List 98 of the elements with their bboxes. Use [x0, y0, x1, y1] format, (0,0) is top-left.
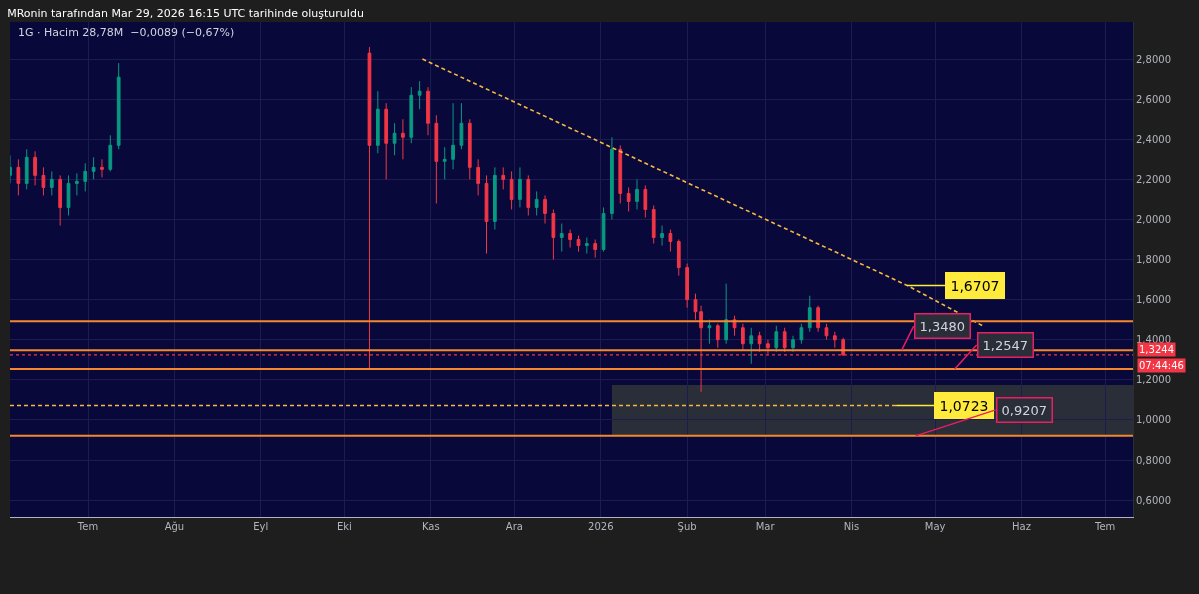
- y-tick-label: 1,0000: [1136, 414, 1171, 426]
- y-tick-label: 2,0000: [1136, 213, 1171, 225]
- x-tick-label: Tem: [76, 521, 99, 532]
- candlestick: [534, 190, 539, 216]
- candlestick: [715, 323, 720, 349]
- candlestick: [807, 295, 812, 333]
- x-tick-label: Haz: [1012, 521, 1031, 532]
- candlestick: [668, 229, 673, 253]
- candlestick: [451, 102, 455, 170]
- candlestick: [676, 239, 681, 277]
- candlestick: [635, 178, 639, 210]
- candlestick: [91, 156, 96, 180]
- candlestick: [493, 166, 497, 230]
- candlestick: [518, 166, 522, 208]
- x-tick-label: Eyl: [253, 521, 269, 532]
- y-tick-label: 1,6000: [1136, 294, 1171, 306]
- candlestick: [707, 319, 712, 345]
- candlestick: [832, 331, 837, 349]
- x-tick-label: 2026: [588, 521, 614, 532]
- candlestick: [559, 222, 564, 253]
- candlestick: [791, 335, 795, 353]
- candlestick: [24, 148, 29, 190]
- candlestick: [601, 206, 606, 253]
- x-tick-label: Ağu: [164, 521, 185, 532]
- candlestick: [392, 122, 397, 156]
- candlestick: [799, 323, 804, 345]
- ref-line-label: 1,3244: [1139, 344, 1174, 355]
- x-tick-label: Mar: [755, 521, 776, 532]
- candlestick: [724, 283, 729, 345]
- candlestick: [643, 184, 648, 218]
- candlestick: [41, 166, 46, 196]
- candlestick: [618, 144, 623, 204]
- candlestick: [610, 136, 614, 220]
- candlestick: [551, 208, 556, 261]
- x-tick-label: Şub: [677, 521, 697, 532]
- candlestick: [100, 158, 104, 178]
- x-tick-label: Eki: [336, 521, 352, 532]
- candlestick: [375, 90, 380, 154]
- candlestick: [757, 331, 762, 353]
- candlestick: [384, 102, 389, 180]
- annotation: 1,2547: [982, 337, 1028, 353]
- candlestick: [824, 323, 829, 341]
- candlestick: [116, 62, 121, 150]
- candlestick: [660, 224, 664, 247]
- y-tick-label: 1,8000: [1136, 254, 1171, 266]
- y-tick-label: 0,6000: [1136, 494, 1171, 506]
- candlestick: [459, 102, 464, 150]
- candlestick: [685, 263, 690, 309]
- candlestick: [75, 172, 79, 196]
- candlestick: [476, 158, 481, 196]
- y-tick-label: 2,6000: [1136, 93, 1171, 105]
- y-tick-label: 0,8000: [1136, 454, 1171, 466]
- annotation: 1,6707: [950, 277, 1000, 294]
- x-tick-label: May: [924, 521, 946, 532]
- candlestick: [749, 327, 754, 365]
- y-tick-label: 1,2000: [1136, 374, 1171, 386]
- candlestick: [467, 118, 472, 180]
- x-tick-label: Ara: [505, 521, 523, 532]
- candlestick: [741, 323, 745, 351]
- candlestick: [426, 86, 430, 136]
- candlestick: [434, 114, 439, 204]
- y-tick-label: 2,2000: [1136, 173, 1171, 185]
- candlestick: [526, 174, 531, 216]
- candlestick: [409, 86, 414, 144]
- candlestick: [16, 158, 21, 196]
- candlestick: [782, 327, 787, 353]
- chart-title: MRonin tarafından Mar 29, 2026 16:15 UTC tarihinde oluşturuldu: [7, 6, 364, 20]
- candlestick: [58, 174, 63, 226]
- candlestick: [576, 235, 581, 253]
- candlestick: [651, 204, 656, 245]
- candlestick: [33, 150, 37, 186]
- candlestick: [66, 174, 71, 216]
- annotation: 0,9207: [1001, 402, 1047, 418]
- candlestick: [442, 146, 447, 180]
- candlestick: [484, 174, 489, 255]
- annotation: 1,0723: [939, 397, 989, 414]
- candlestick: [49, 170, 54, 196]
- text: 07:44:46: [1139, 360, 1184, 371]
- candlestick: [816, 305, 820, 333]
- x-tick-label: Nis: [843, 521, 860, 532]
- candlestick: [401, 118, 405, 160]
- candlestick: [509, 170, 514, 210]
- candlestick: [417, 80, 422, 110]
- candlestick: [83, 162, 88, 192]
- candlestick: [593, 239, 598, 259]
- candlestick: [568, 229, 572, 249]
- chart-subtitle: 1G · Hacim 28,78M −0,0089 (−0,67%): [18, 26, 235, 39]
- candlestick: [774, 325, 779, 353]
- candlestick: [584, 237, 589, 255]
- y-tick-label: 2,8000: [1136, 53, 1171, 65]
- y-tick-label: 2,4000: [1136, 133, 1171, 145]
- x-tick-label: Kas: [421, 521, 440, 532]
- candlestick: [501, 166, 506, 190]
- x-tick-label: Tem: [1093, 521, 1116, 532]
- annotation: 1,3480: [919, 318, 965, 334]
- candlestick: [543, 194, 547, 224]
- candlestick: [626, 186, 631, 212]
- candlestick: [108, 134, 113, 172]
